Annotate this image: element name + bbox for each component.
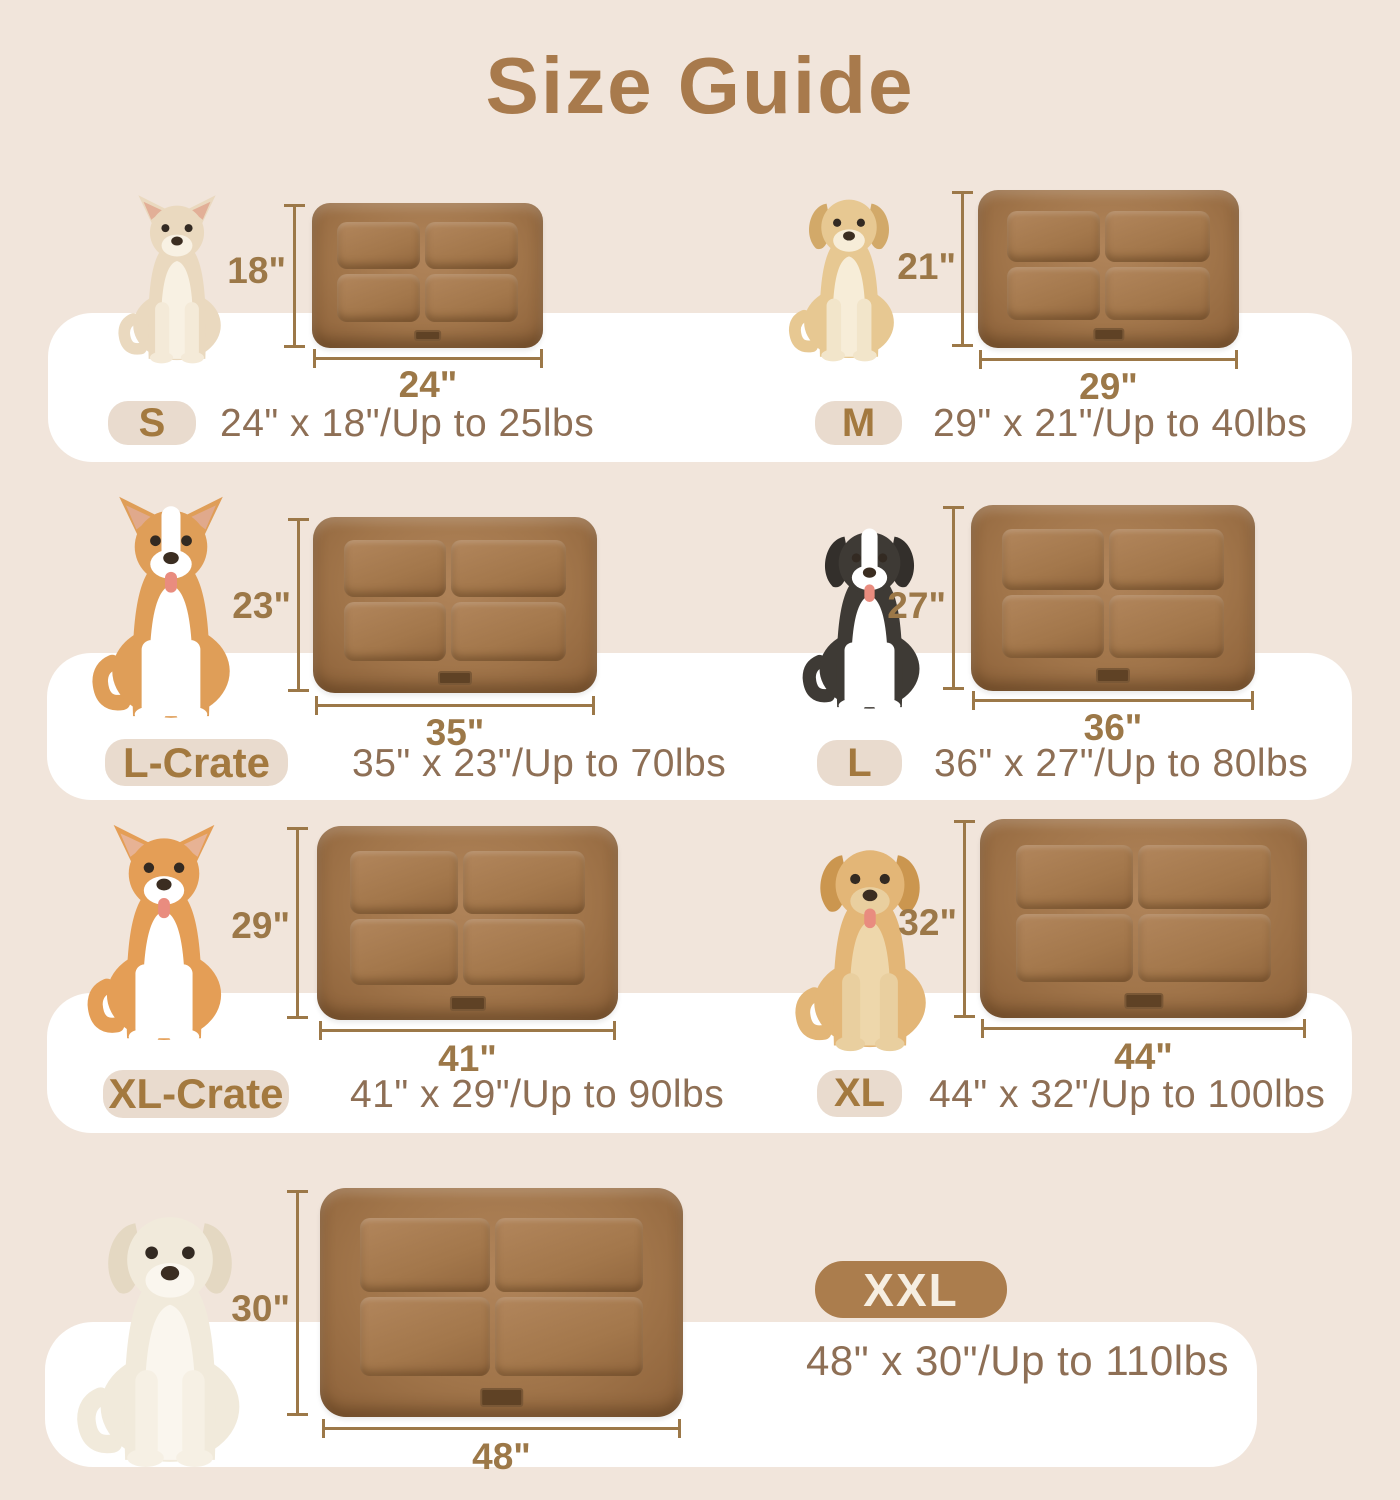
brand-tag (413, 329, 442, 342)
brand-tag (1095, 667, 1131, 683)
width-dimension-label: 36" (1083, 707, 1143, 748)
mat-quilt-pattern (1015, 844, 1272, 983)
width-dimension-label: 24" (398, 364, 458, 405)
width-dimension-line (315, 696, 595, 715)
height-dimension-label: 32" (898, 902, 957, 943)
crate-mat-image (320, 1188, 683, 1417)
width-dimension-line (319, 1021, 616, 1040)
width-dimension-label: 41" (438, 1038, 497, 1079)
height-dimension-line (943, 506, 964, 690)
width-dimension-label: 44" (1114, 1036, 1173, 1077)
size-badge-xl-crate: XL-Crate (103, 1070, 289, 1118)
height-dimension-line (284, 204, 305, 348)
width-dimension-label: 48" (472, 1436, 531, 1477)
width-dimension-line (972, 691, 1254, 710)
height-dimension-label: 21" (897, 246, 956, 287)
size-spec-xxl: 48" x 30"/Up to 110lbs (806, 1337, 1229, 1384)
brand-tag (1123, 993, 1164, 1010)
width-dimension-line (981, 1019, 1306, 1038)
height-dimension-line (287, 827, 308, 1019)
crate-mat-image (313, 517, 597, 693)
brand-tag (437, 671, 473, 686)
width-dimension-label: 29" (1079, 366, 1138, 407)
size-spec-l-crate: 35" x 23"/Up to 70lbs (352, 742, 727, 785)
crate-mat-image (980, 819, 1307, 1018)
width-dimension-line (979, 350, 1238, 369)
height-dimension-label: 29" (231, 905, 290, 946)
dog-photo-shiba-inu (80, 793, 248, 1045)
page-title: Size Guide (485, 41, 915, 130)
mat-quilt-pattern (359, 1217, 644, 1376)
mat-quilt-pattern (1006, 210, 1211, 320)
height-dimension-line (954, 820, 975, 1018)
height-dimension-label: 30" (231, 1288, 290, 1329)
width-dimension-label: 35" (425, 712, 485, 753)
brand-tag (479, 1388, 524, 1407)
crate-mat-image (312, 203, 543, 348)
height-dimension-line (287, 1190, 308, 1416)
mat-quilt-pattern (337, 221, 518, 322)
width-dimension-line (322, 1419, 681, 1438)
size-spec-s: 24" x 18"/Up to 25lbs (220, 402, 595, 445)
size-badge-l: L (817, 740, 902, 786)
size-spec-l: 36" x 27"/Up to 80lbs (934, 742, 1309, 785)
brand-tag (449, 995, 486, 1012)
size-spec-m: 29" x 21"/Up to 40lbs (933, 402, 1308, 445)
width-dimension-line (313, 349, 543, 368)
size-badge-s: S (108, 401, 196, 445)
mat-quilt-pattern (344, 539, 566, 662)
height-dimension-label: 23" (232, 585, 291, 626)
size-spec-xl: 44" x 32"/Up to 100lbs (929, 1073, 1326, 1116)
size-badge-xl: XL (817, 1070, 902, 1117)
brand-tag (1092, 328, 1125, 341)
height-dimension-line (288, 518, 309, 692)
crate-mat-image (317, 826, 618, 1020)
height-dimension-line (952, 191, 973, 347)
mat-quilt-pattern (1002, 529, 1224, 658)
height-dimension-label: 18" (227, 250, 286, 291)
crate-mat-image (978, 190, 1239, 348)
size-badge-l-crate: L-Crate (105, 739, 288, 786)
mat-quilt-pattern (350, 851, 585, 986)
height-dimension-label: 27" (887, 585, 946, 626)
crate-mat-image (971, 505, 1255, 691)
size-spec-xl-crate: 41" x 29"/Up to 90lbs (350, 1073, 725, 1116)
size-badge-m: M (815, 401, 902, 445)
size-badge-xxl: XXL (815, 1261, 1007, 1318)
